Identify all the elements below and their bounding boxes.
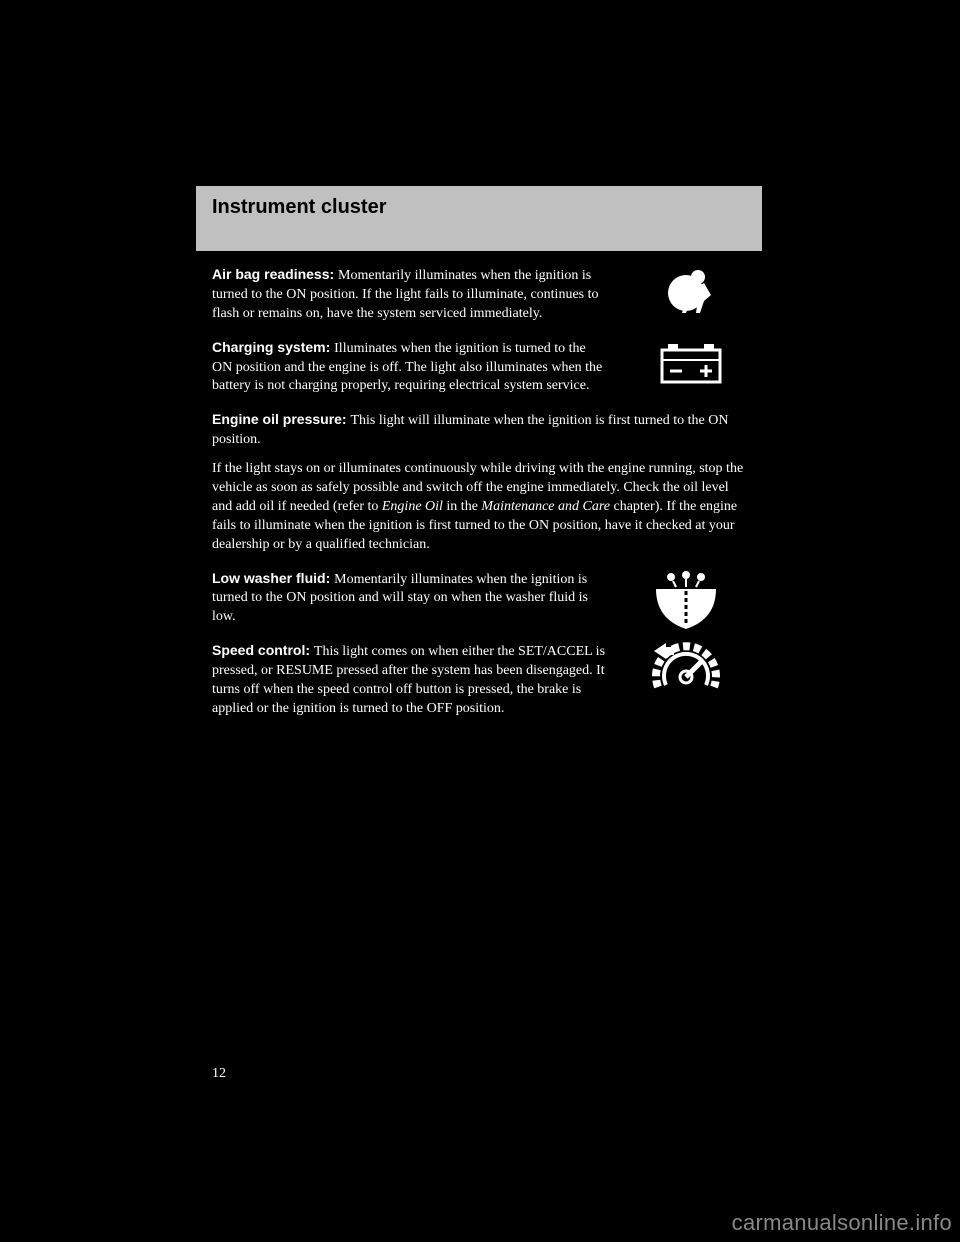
page-content: Air bag readiness: Momentarily illuminat…	[196, 251, 762, 719]
page-title: Instrument cluster	[212, 196, 746, 219]
section-washer: Low washer fluid: Momentarily illuminate…	[212, 569, 746, 628]
watermark: carmanualsonline.info	[732, 1210, 952, 1236]
engine-oil-text-1: Engine oil pressure: This light will ill…	[212, 410, 746, 450]
speed-control-icon	[646, 637, 726, 712]
battery-icon	[656, 338, 726, 393]
engine-oil-text-2: If the light stays on or illuminates con…	[212, 460, 746, 554]
page-header: Instrument cluster	[196, 186, 762, 251]
section-airbag: Air bag readiness: Momentarily illuminat…	[212, 265, 746, 324]
section-engine-oil: Engine oil pressure: This light will ill…	[212, 410, 746, 554]
washer-fluid-icon	[646, 569, 726, 644]
airbag-icon	[656, 265, 726, 330]
section-speed-control: Speed control: This light comes on when …	[212, 641, 746, 719]
page-number: 12	[212, 1066, 226, 1082]
manual-page: Instrument cluster Air bag readiness: Mo…	[196, 186, 762, 733]
section-charging: Charging system: Illuminates when the ig…	[212, 338, 746, 397]
